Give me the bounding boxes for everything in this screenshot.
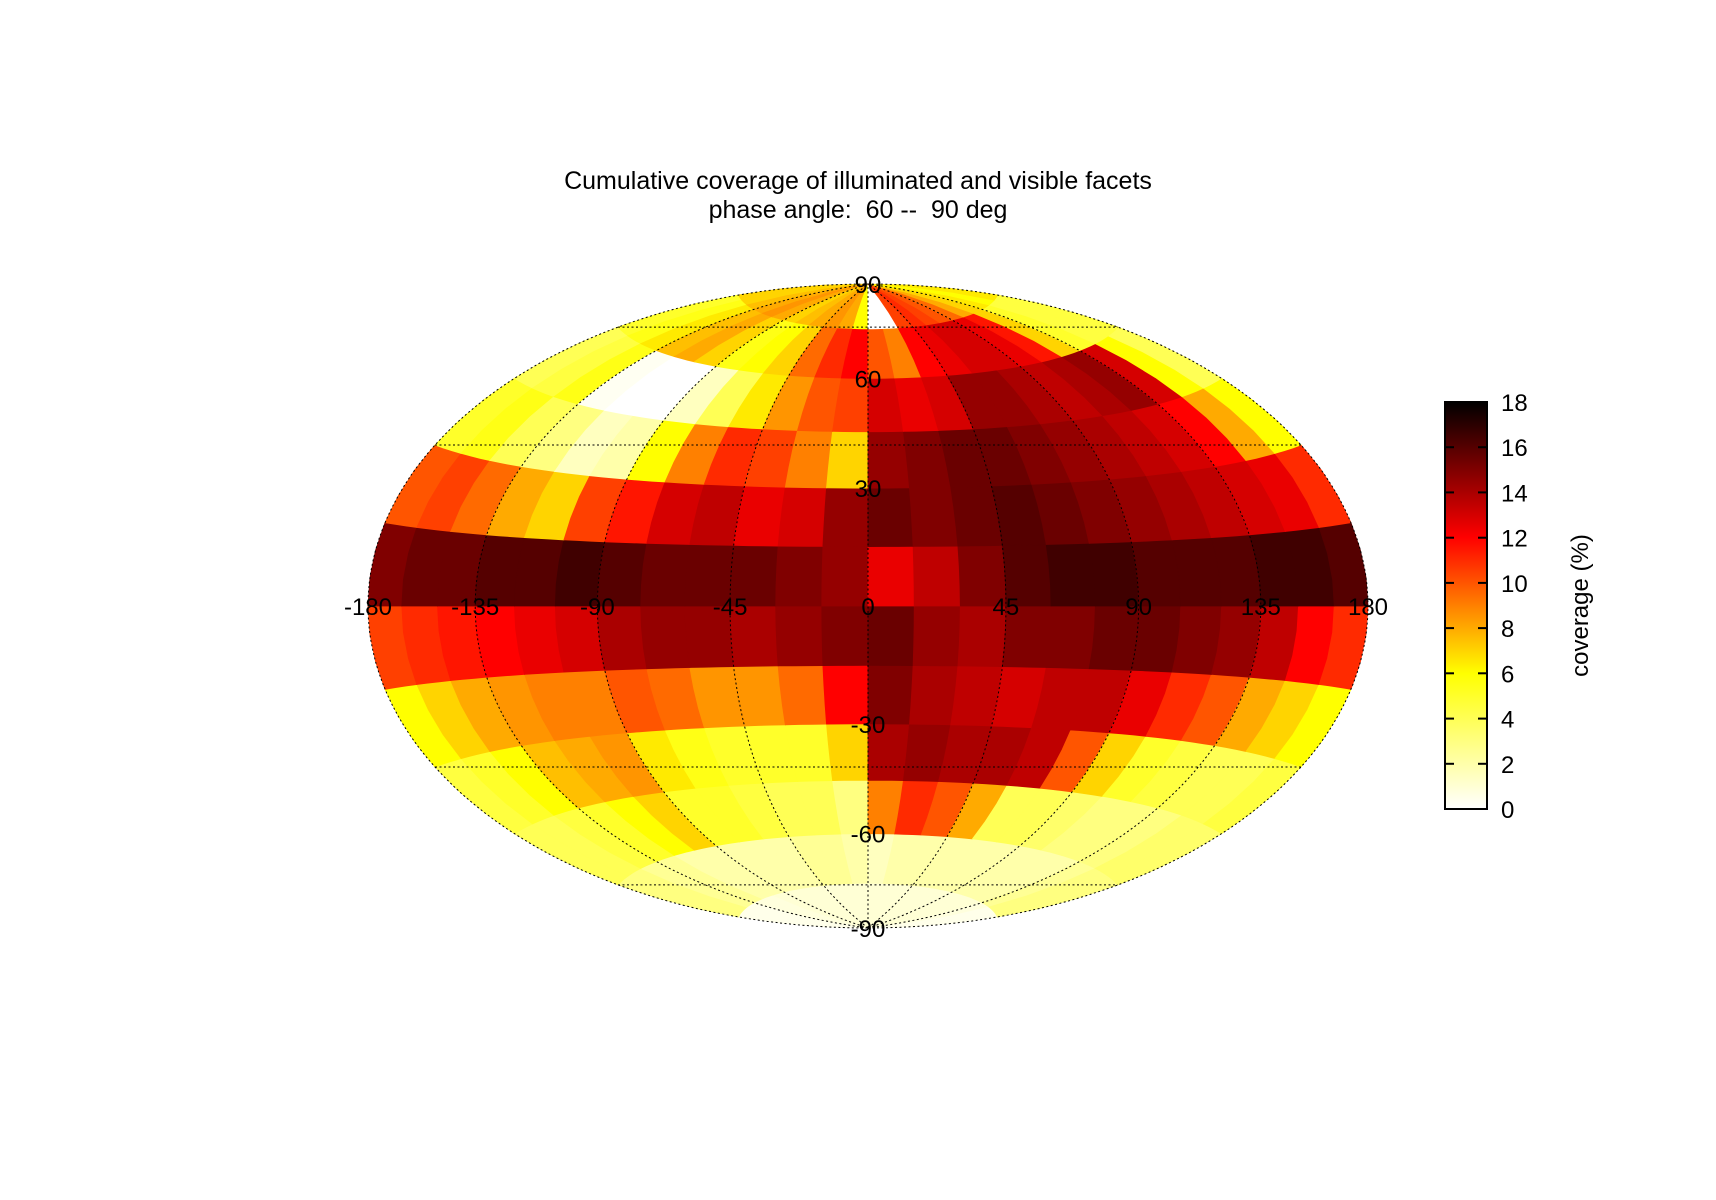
coverage-cell <box>775 605 824 667</box>
latitude-tick-label: 90 <box>855 272 882 299</box>
latitude-tick-label: -90 <box>851 916 886 943</box>
coverage-cell <box>1045 542 1096 607</box>
longitude-tick-label: 90 <box>1125 594 1152 621</box>
longitude-tick-label: -180 <box>344 594 392 621</box>
colorbar-tick-label: 16 <box>1501 435 1528 462</box>
coverage-cell <box>640 542 691 607</box>
meridian-line <box>596 283 869 929</box>
longitude-tick-label: -45 <box>713 594 748 621</box>
coverage-cells <box>367 283 1369 929</box>
latitude-tick-label: -60 <box>851 822 886 849</box>
map-boundary <box>367 283 1369 929</box>
colorbar-tick-label: 14 <box>1501 480 1528 507</box>
longitude-tick-label: 0 <box>861 594 874 621</box>
longitude-tick-label: 45 <box>993 594 1020 621</box>
coverage-cell <box>867 605 915 667</box>
coverage-cell <box>775 545 824 607</box>
colorbar: 0 2 4 6 8 10 12 14 16 18 coverage (%) <box>1444 390 1594 824</box>
colorbar-tick-label: 0 <box>1501 797 1514 824</box>
coverage-cell <box>640 605 691 670</box>
colorbar-tick-label: 4 <box>1501 707 1514 734</box>
colorbar-label: coverage (%) <box>1567 534 1594 677</box>
latitude-tick-label: 60 <box>855 366 882 393</box>
colorbar-tick-label: 6 <box>1501 661 1514 688</box>
meridian-line <box>867 283 1007 929</box>
meridian-line <box>729 283 869 929</box>
coverage-cell <box>867 545 915 607</box>
longitude-tick-label: 135 <box>1241 594 1281 621</box>
latitude-tick-label: 30 <box>855 476 882 503</box>
coverage-cell <box>909 486 959 547</box>
chart-title: Cumulative coverage of illuminated and v… <box>564 167 1152 195</box>
graticule <box>367 283 1369 929</box>
longitude-tick-label: -135 <box>451 594 499 621</box>
colorbar-tick-label: 10 <box>1501 571 1528 598</box>
colorbar-tick-label: 2 <box>1501 752 1514 779</box>
colorbar-tick-label: 8 <box>1501 616 1514 643</box>
coverage-cell <box>912 605 961 667</box>
coverage-cell <box>909 665 959 726</box>
longitude-tick-label: -90 <box>580 594 615 621</box>
coverage-cell <box>1045 605 1096 670</box>
colorbar-gradient <box>1445 402 1487 809</box>
colorbar-tick-label: 12 <box>1501 526 1528 553</box>
coverage-cell <box>777 665 827 726</box>
meridian-line <box>867 283 1140 929</box>
colorbar-frame <box>1444 401 1488 810</box>
chart-subtitle: phase angle: 60 -- 90 deg <box>708 196 1008 224</box>
longitude-tick-label: 180 <box>1348 594 1388 621</box>
coverage-cell <box>777 486 827 547</box>
coverage-cell <box>867 283 998 301</box>
coverage-cell <box>912 545 961 607</box>
latitude-tick-label: -30 <box>851 712 886 739</box>
colorbar-tick-label: 18 <box>1501 390 1528 417</box>
